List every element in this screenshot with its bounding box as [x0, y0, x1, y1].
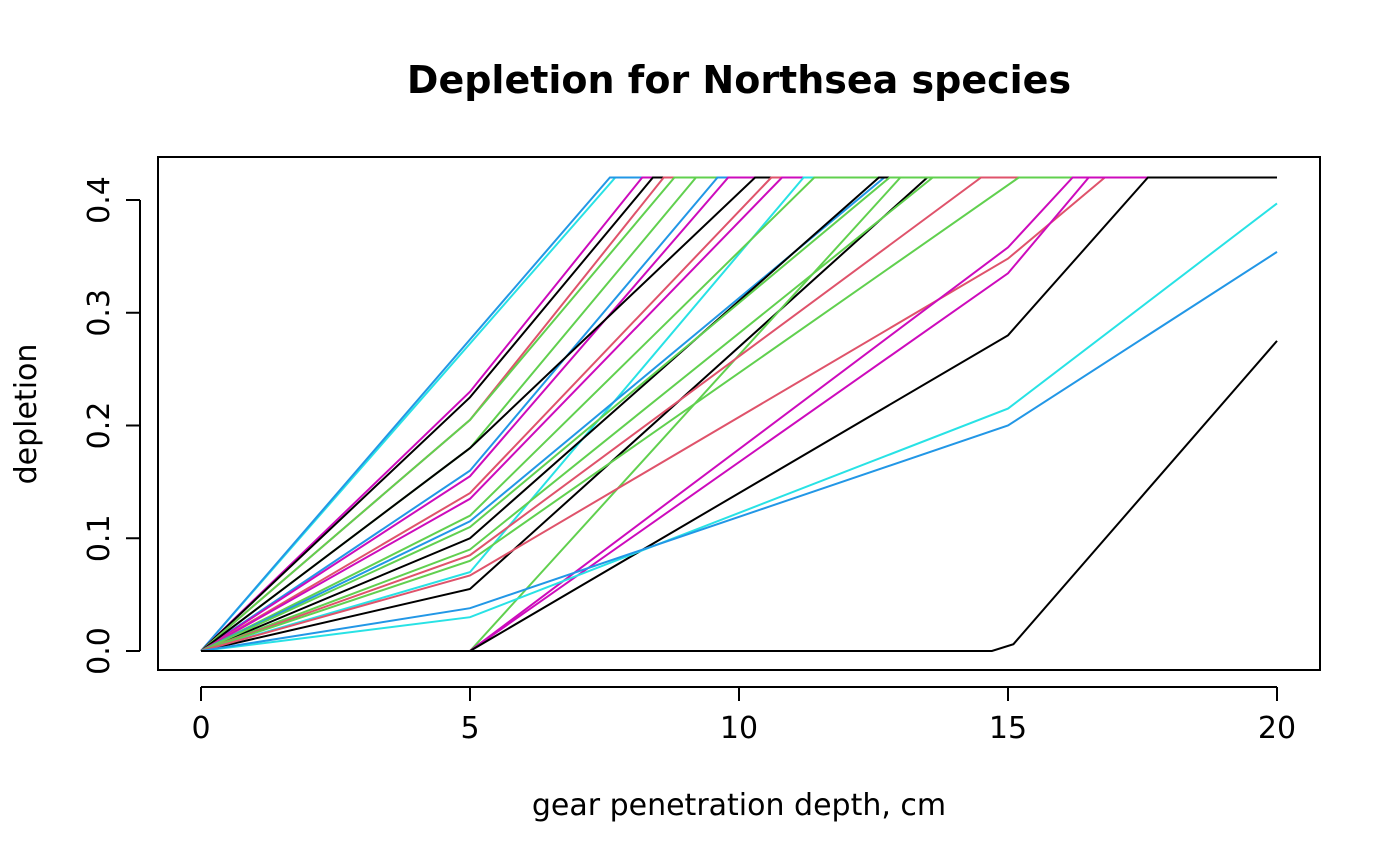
y-tick-label: 0.3	[82, 289, 117, 337]
series-line-5	[200, 176, 1277, 652]
plot-frame	[157, 156, 1321, 671]
x-tick-label: 0	[191, 711, 210, 746]
series-line-26	[201, 176, 1277, 652]
series-line-16	[200, 176, 1277, 652]
x-tick-label: 15	[989, 711, 1027, 746]
series-line-13	[200, 176, 1277, 652]
series-line-6	[200, 176, 1277, 652]
x-axis-title: gear penetration depth, cm	[532, 788, 946, 823]
series-line-15	[200, 176, 1277, 652]
series-line-11	[200, 176, 1277, 652]
series-line-2	[200, 176, 1277, 652]
x-tick-label: 5	[460, 711, 479, 746]
series-line-27	[200, 202, 1278, 652]
series-line-8	[200, 176, 1277, 652]
y-tick-label: 0.2	[82, 402, 117, 450]
series-line-21	[200, 176, 1277, 652]
series-line-28	[200, 251, 1278, 652]
series-line-14	[200, 176, 1277, 652]
y-tick-label: 0.1	[82, 514, 117, 562]
series-line-19	[200, 176, 1277, 652]
y-tick-label: 0.0	[82, 627, 117, 675]
series-layer	[200, 176, 1278, 652]
y-tick-label: 0.4	[82, 176, 117, 224]
x-tick-label: 20	[1258, 711, 1296, 746]
y-axis-title: depletion	[9, 344, 44, 485]
chart-title: Depletion for Northsea species	[407, 58, 1071, 102]
series-line-29	[201, 340, 1278, 652]
series-line-4	[200, 176, 1277, 652]
series-line-9	[200, 176, 1277, 652]
series-line-18	[200, 176, 1277, 652]
series-line-1	[200, 176, 1277, 652]
series-line-24	[201, 176, 1277, 652]
x-tick-label: 10	[720, 711, 758, 746]
series-line-17	[200, 176, 1277, 652]
x-axis: 0 5 10 15 20	[191, 686, 1296, 746]
series-line-7	[200, 176, 1277, 652]
series-line-3	[200, 176, 1277, 652]
series-line-25	[201, 176, 1277, 652]
series-line-20	[201, 176, 1277, 652]
series-line-22	[200, 176, 1277, 652]
series-line-23	[200, 176, 1277, 652]
y-axis: 0.0 0.1 0.2 0.3 0.4	[82, 176, 141, 675]
series-line-10	[200, 176, 1277, 652]
series-line-12	[200, 176, 1277, 652]
